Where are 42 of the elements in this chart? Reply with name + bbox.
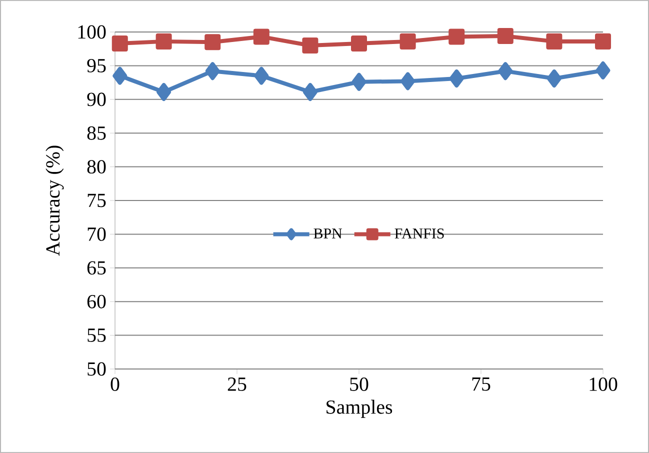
legend-label: BPN: [314, 228, 342, 238]
point: [204, 34, 221, 50]
point: [302, 82, 318, 101]
y-tick-label: 90: [87, 92, 106, 106]
point: [596, 61, 610, 80]
point: [546, 70, 562, 88]
x-tick-label: 75: [472, 378, 490, 391]
x-tick-label: 100: [590, 378, 618, 391]
y-tick-label: 70: [88, 227, 106, 241]
x-axis-title: Samples: [326, 400, 392, 418]
x-tick-label: 50: [350, 378, 368, 391]
x-tick-label: 0: [110, 378, 120, 391]
point: [112, 35, 128, 52]
y-tick-label: 60: [87, 294, 106, 308]
point: [546, 33, 562, 50]
y-tick-label: 100: [78, 25, 106, 39]
point: [595, 33, 612, 50]
point: [302, 37, 318, 54]
x-tick-label: 25: [228, 378, 246, 391]
point: [156, 82, 172, 101]
point: [497, 28, 514, 44]
point: [448, 28, 465, 45]
y-tick-label: 75: [88, 194, 106, 208]
y-tick-label: 80: [87, 160, 106, 174]
point: [400, 72, 416, 90]
point: [498, 62, 513, 80]
point: [254, 66, 269, 85]
point: [112, 66, 128, 85]
point: [156, 33, 172, 50]
point: [400, 33, 416, 50]
y-tick-label: 55: [88, 328, 106, 342]
point: [205, 62, 220, 80]
legend-label: FANFIS: [394, 228, 444, 239]
point: [352, 72, 366, 91]
point: [449, 70, 464, 88]
y-tick-label: 85: [87, 126, 106, 140]
point: [351, 35, 368, 52]
y-axis-title: Accuracy (%): [46, 146, 64, 256]
y-tick-label: 65: [87, 261, 106, 275]
y-tick-label: 50: [88, 362, 106, 376]
point: [253, 28, 270, 45]
y-tick-label: 95: [87, 59, 106, 72]
